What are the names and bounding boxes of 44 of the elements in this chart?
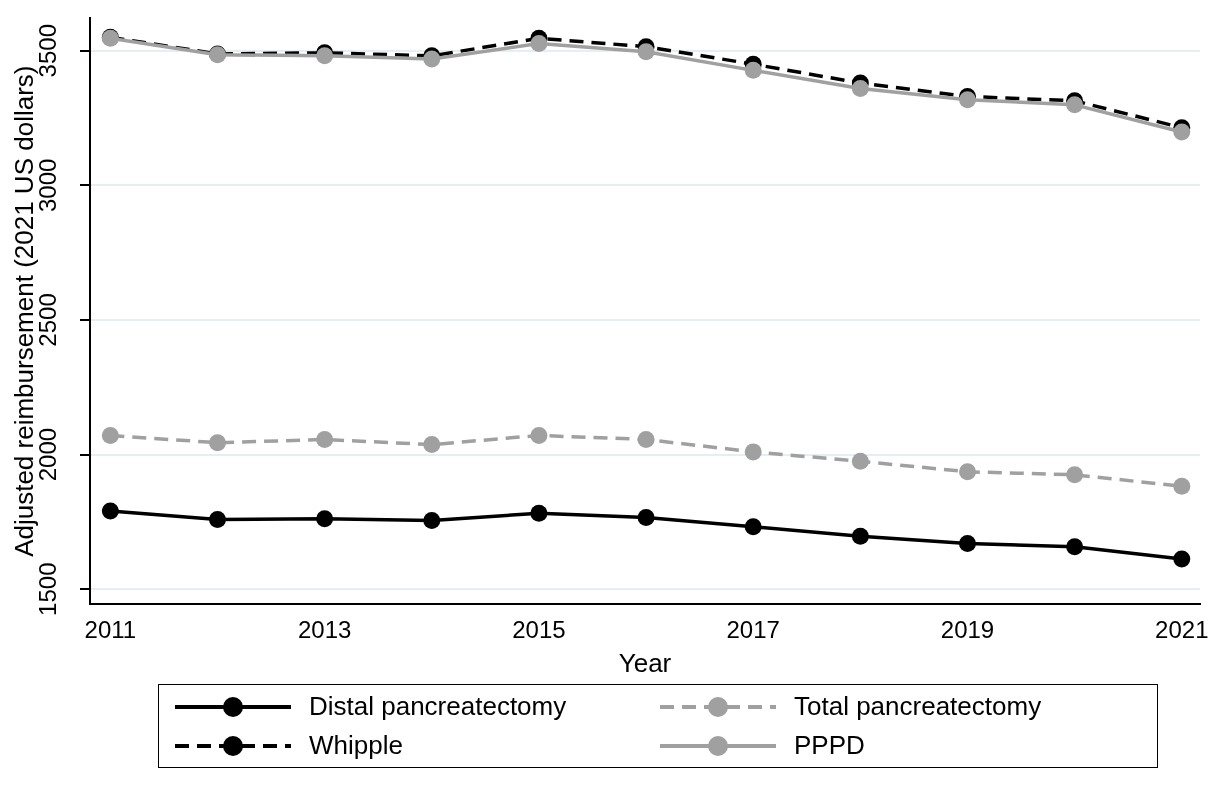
x-axis-title: Year	[618, 647, 672, 678]
x-tick-label: 2021	[1155, 616, 1209, 644]
point	[1066, 538, 1084, 556]
point	[1066, 466, 1084, 484]
point	[530, 34, 548, 52]
point	[1066, 96, 1084, 114]
point	[101, 426, 119, 444]
point	[209, 510, 226, 528]
y-tick-label: 2000	[33, 427, 61, 482]
point	[637, 43, 655, 61]
legend-label: PPPD	[794, 730, 865, 761]
y-tick-label: 1500	[33, 562, 61, 616]
point	[851, 452, 869, 470]
point	[744, 61, 762, 79]
point	[637, 430, 655, 448]
x-tick-label: 2011	[84, 616, 137, 644]
point	[1173, 477, 1191, 495]
point	[316, 430, 334, 448]
point	[959, 534, 976, 552]
x-tick-label: 2019	[940, 616, 995, 644]
point	[637, 509, 655, 527]
point	[851, 79, 869, 97]
legend-label: Total pancreatectomy	[794, 691, 1042, 722]
point	[423, 512, 441, 530]
y-tick-label: 3000	[33, 158, 61, 213]
point	[1173, 550, 1191, 568]
point	[101, 502, 119, 520]
y-tick-label: 2500	[33, 293, 61, 347]
x-tick-label: 2013	[297, 616, 352, 644]
point	[316, 510, 334, 528]
point	[423, 436, 441, 454]
x-tick-label: 2015	[512, 616, 566, 644]
point	[1173, 123, 1191, 141]
point	[744, 443, 762, 461]
point	[530, 504, 548, 522]
x-tick-label: 2017	[726, 616, 780, 644]
point	[851, 527, 869, 545]
legend-label: Distal pancreatectomy	[309, 691, 567, 722]
point	[530, 426, 548, 444]
legend-label: Whipple	[309, 730, 403, 761]
point	[959, 463, 976, 481]
point	[744, 518, 762, 536]
point	[209, 434, 226, 452]
point	[959, 91, 976, 109]
